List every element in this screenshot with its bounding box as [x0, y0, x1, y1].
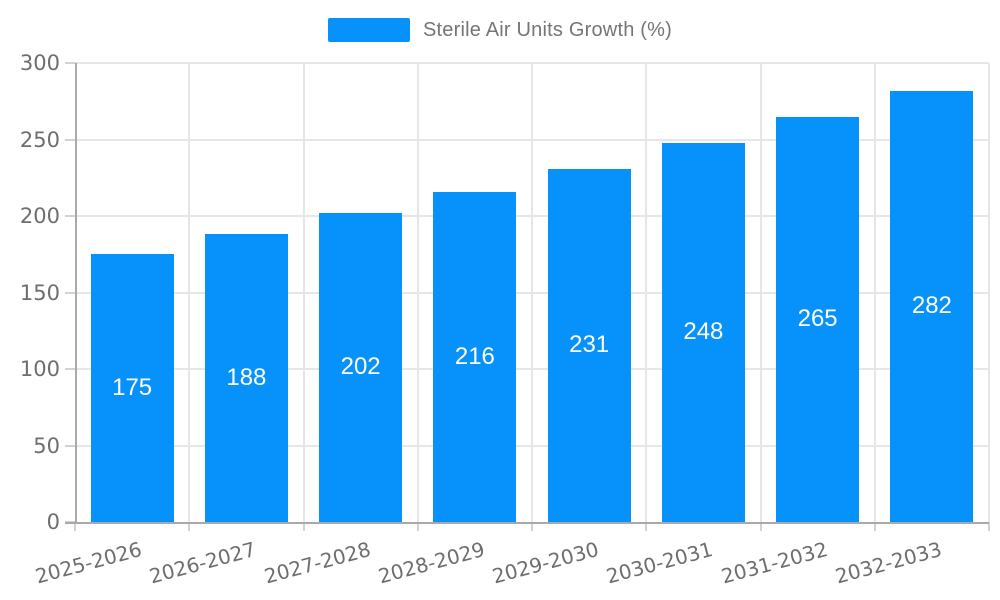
- bar-value-label: 175: [112, 374, 153, 402]
- v-gridline: [988, 63, 990, 522]
- bar-value-label: 231: [569, 331, 610, 359]
- y-tick-label: 200: [19, 204, 60, 228]
- x-axis-tick: [645, 522, 648, 531]
- y-tick-label: 150: [19, 280, 60, 305]
- y-axis-tick: [65, 62, 75, 64]
- x-axis-tick: [416, 522, 419, 531]
- y-tick-label: 0: [46, 510, 60, 534]
- y-axis-line: [75, 63, 77, 522]
- x-tick-label: 2030-2031: [604, 537, 716, 589]
- x-tick-label: 2029-2030: [489, 537, 602, 589]
- bar: [661, 142, 745, 522]
- x-axis-tick: [188, 522, 191, 531]
- v-gridline: [416, 63, 419, 522]
- y-axis-tick: [65, 138, 75, 141]
- v-gridline: [531, 63, 533, 522]
- x-axis-tick: [302, 522, 305, 531]
- bar-value-label: 265: [797, 305, 838, 333]
- y-axis-tick: [65, 215, 75, 217]
- bar-value-label: 216: [454, 342, 495, 370]
- plot-area: 0 50 100 150 200 250 300 175 188 202 216 231 248 265 2…: [20, 51, 990, 588]
- x-tick-label: 2031-2032: [718, 537, 830, 589]
- v-gridline: [188, 63, 191, 522]
- bar: [90, 254, 174, 522]
- x-axis-tick: [988, 522, 990, 531]
- x-tick-label: 2025-2026: [32, 537, 145, 589]
- bar: [204, 234, 288, 522]
- bar: [547, 168, 631, 522]
- x-tick-label: 2027-2028: [261, 537, 373, 589]
- y-axis-tick: [65, 368, 75, 370]
- bar: [433, 191, 517, 522]
- y-axis-tick: [65, 444, 75, 447]
- bar-value-label: 202: [340, 353, 381, 381]
- y-tick-label: 50: [33, 433, 60, 458]
- x-axis-tick: [531, 522, 533, 531]
- bar-value-label: 188: [226, 364, 267, 392]
- v-gridline: [645, 63, 648, 522]
- y-tick-label: 250: [19, 127, 60, 152]
- v-gridline: [302, 63, 305, 522]
- bar-value-label: 248: [683, 318, 724, 346]
- legend-swatch: [328, 18, 410, 42]
- bar: [776, 116, 860, 522]
- x-axis-tick: [873, 522, 876, 531]
- v-gridline: [759, 63, 762, 522]
- x-axis-tick: [74, 522, 76, 531]
- x-tick-label: 2026-2027: [147, 537, 259, 589]
- legend-label: Sterile Air Units Growth (%): [423, 18, 672, 41]
- v-gridline: [873, 63, 876, 522]
- x-axis-line: [65, 522, 989, 524]
- bar-value-label: 282: [911, 292, 952, 320]
- x-axis-tick: [759, 522, 762, 531]
- bar: [319, 212, 403, 522]
- bar: [890, 90, 974, 522]
- legend: Sterile Air Units Growth (%): [0, 18, 1000, 42]
- y-tick-label: 300: [19, 51, 60, 75]
- x-tick-label: 2032-2033: [832, 537, 945, 589]
- y-axis-tick: [65, 291, 75, 294]
- x-tick-label: 2028-2029: [375, 537, 488, 589]
- y-tick-label: 100: [19, 357, 60, 381]
